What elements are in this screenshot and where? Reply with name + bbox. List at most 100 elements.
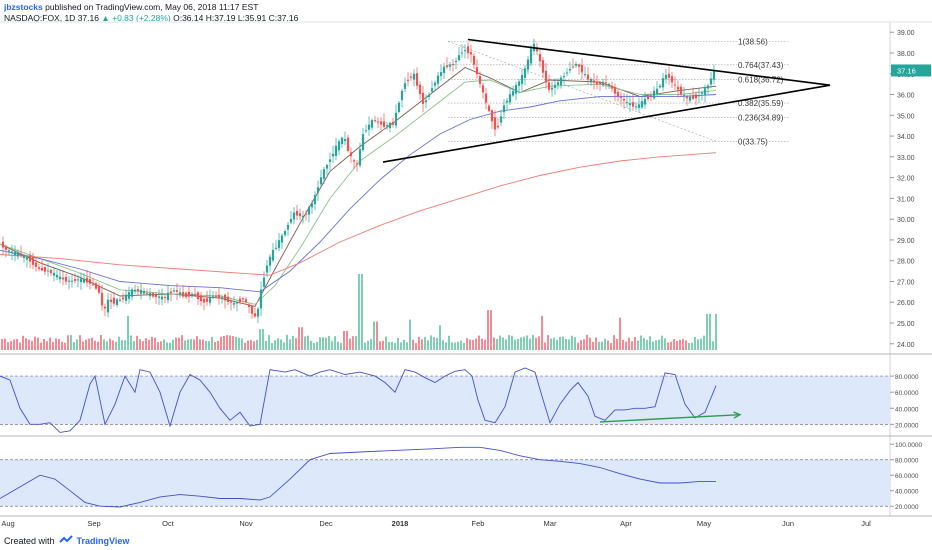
candle-body (634, 106, 638, 108)
volume-bar (568, 339, 570, 350)
stochastic-bottom-tick-label: 20.0000 (895, 504, 919, 511)
fib-level-label: 0(33.75) (738, 137, 768, 146)
volume-bar (526, 335, 528, 350)
volume-bar (115, 341, 117, 350)
volume-bar (550, 338, 552, 350)
volume-bar (691, 342, 693, 350)
candle-body (568, 69, 572, 71)
candle-body (37, 267, 41, 269)
price-tick-label: 27.00 (897, 279, 915, 286)
candle-body (85, 277, 89, 283)
candle-body (553, 84, 557, 88)
candle-body (667, 73, 671, 78)
price-tick-label: 24.00 (897, 342, 915, 349)
candle-body (334, 145, 338, 157)
candle-body (517, 81, 521, 86)
author-link[interactable]: jbzstocks (4, 2, 43, 12)
stochastic-bottom-band (0, 459, 890, 507)
volume-bar (631, 341, 633, 350)
volume-bar (322, 337, 324, 350)
candle-body (325, 164, 329, 169)
volume-bar (337, 341, 339, 350)
candle-body (130, 289, 134, 297)
candle-body (565, 72, 569, 74)
volume-bar (217, 340, 219, 350)
volume-bar (607, 340, 609, 350)
candle-body (166, 292, 170, 301)
volume-bar (262, 329, 264, 350)
volume-bar (655, 340, 657, 350)
candle-body (157, 296, 161, 298)
candle-body (220, 297, 224, 299)
volume-bar (490, 310, 492, 350)
tradingview-brand[interactable]: TradingView (76, 536, 130, 546)
volume-bar (271, 343, 273, 350)
volume-bar (409, 319, 411, 350)
stochastic-top-tick-label: 60.0000 (895, 390, 919, 397)
candle-body (643, 98, 647, 105)
volume-bar (553, 337, 555, 350)
volume-bar (586, 334, 588, 350)
volume-bar (472, 340, 474, 350)
time-axis-label: 2018 (392, 519, 409, 528)
volume-bar (241, 338, 243, 350)
volume-bar (382, 340, 384, 350)
candle-body (463, 50, 467, 52)
candle-body (52, 273, 56, 276)
candle-body (241, 298, 245, 300)
candle-body (142, 290, 146, 294)
fib-level-label: 0.764(37.43) (738, 61, 784, 70)
volume-bar (112, 340, 114, 350)
time-axis-label: May (697, 519, 711, 528)
price-tick-label: 39.00 (897, 30, 915, 37)
volume-bar (145, 338, 147, 350)
candle-body (370, 120, 374, 128)
candle-body (22, 255, 26, 259)
volume-bar (622, 339, 624, 350)
volume-bar (277, 338, 279, 350)
volume-bar (292, 335, 294, 350)
price-tick-label: 35.00 (897, 113, 915, 120)
candle-body (526, 59, 530, 70)
moving-average-line (0, 94, 717, 293)
candle-body (691, 95, 695, 99)
volume-bar (460, 340, 462, 350)
volume-bar (43, 338, 45, 350)
volume-bar (223, 335, 225, 350)
volume-bar (442, 340, 444, 350)
volume-bar (70, 335, 72, 350)
fib-level-label: 0.236(34.89) (738, 114, 784, 123)
candle-body (595, 81, 599, 85)
volume-bar (454, 342, 456, 350)
candle-body (139, 289, 143, 294)
volume-bar (7, 342, 9, 350)
candle-body (649, 95, 653, 97)
candle-body (679, 86, 683, 95)
volume-bar (580, 340, 582, 350)
volume-bar (283, 342, 285, 350)
candle-body (697, 95, 701, 97)
volume-bar (613, 335, 615, 350)
candle-body (505, 100, 509, 103)
volume-bar (319, 337, 321, 350)
volume-bar (556, 339, 558, 350)
candle-body (349, 152, 353, 157)
volume-bar (238, 337, 240, 350)
volume-bar (103, 339, 105, 350)
volume-bar (4, 338, 6, 350)
volume-bar (637, 340, 639, 350)
candle-body (610, 85, 614, 89)
time-axis-label: Sep (87, 519, 100, 528)
volume-bar (577, 342, 579, 350)
volume-bar (133, 341, 135, 350)
candle-body (73, 279, 77, 281)
volume-bar (697, 339, 699, 350)
candle-body (592, 80, 596, 83)
candle-body (481, 85, 485, 93)
volume-bar (73, 342, 75, 350)
volume-bar (349, 338, 351, 350)
volume-bar (334, 336, 336, 350)
candle-body (187, 291, 191, 297)
candle-body (391, 122, 395, 125)
